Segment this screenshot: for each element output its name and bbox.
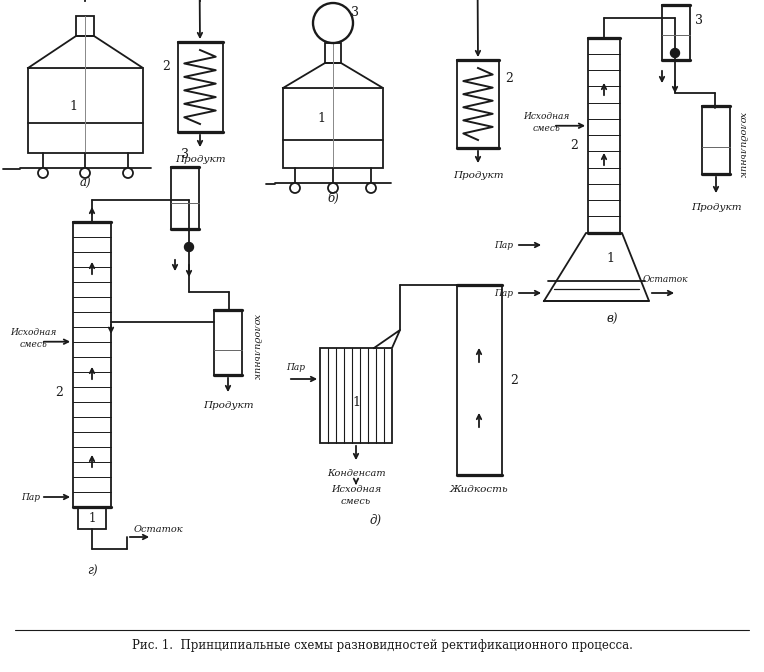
Text: 3: 3 [181,149,189,161]
Circle shape [328,183,338,193]
Circle shape [80,168,90,178]
Text: Пар: Пар [494,241,513,249]
Text: г): г) [86,564,97,577]
Bar [283,88,383,168]
Text: Пар: Пар [21,493,40,501]
Bar [702,106,730,174]
Text: Продукт: Продукт [175,155,225,165]
Text: Остаток: Остаток [643,276,688,284]
Text: Конденсат: Конденсат [327,468,385,478]
Text: 2: 2 [505,71,513,85]
Bar [214,310,242,375]
Text: 2: 2 [55,386,63,399]
Text: Рис. 1.  Принципиальные схемы разновидностей ректификационного процесса.: Рис. 1. Принципиальные схемы разновиднос… [131,638,633,651]
Text: 2: 2 [162,60,170,73]
Text: Пар: Пар [494,288,513,298]
Text: 1: 1 [317,112,325,124]
Bar [73,222,111,507]
Text: 3: 3 [695,13,703,26]
Text: Пар: Пар [286,364,306,372]
Circle shape [366,183,376,193]
Text: 3: 3 [351,7,359,19]
Text: в): в) [607,312,618,325]
Circle shape [290,183,300,193]
Bar [171,167,199,229]
Text: 1: 1 [69,99,77,112]
Bar [588,38,620,233]
Text: Исходная: Исходная [331,485,381,495]
Text: д): д) [370,513,382,526]
Polygon shape [28,36,143,68]
Bar [457,60,499,148]
Bar [28,68,143,153]
Circle shape [671,48,679,58]
Bar [320,348,392,443]
Polygon shape [374,330,400,348]
Text: Жидкость: Жидкость [450,485,508,495]
Text: Продукт: Продукт [691,202,741,212]
Text: Продукт: Продукт [202,401,254,409]
Text: смесь: смесь [19,340,47,349]
Text: Остаток: Остаток [134,526,183,534]
Circle shape [38,168,48,178]
Text: смесь: смесь [341,497,371,507]
Circle shape [123,168,133,178]
Text: а): а) [79,177,91,190]
Text: холодильник: холодильник [251,314,261,380]
Text: холодильник: холодильник [737,112,746,178]
Text: 1: 1 [606,253,614,265]
Text: 2: 2 [510,374,518,386]
Bar [78,507,106,529]
Text: 2: 2 [570,138,578,152]
Text: 1: 1 [352,396,360,409]
Polygon shape [544,233,649,301]
Text: смесь: смесь [532,124,560,133]
Polygon shape [283,63,383,88]
Text: б): б) [327,192,339,204]
Bar [457,285,502,475]
Bar [178,42,223,132]
Bar [76,16,94,36]
Text: Продукт: Продукт [453,171,503,181]
Circle shape [313,3,353,43]
Text: Исходная: Исходная [523,112,569,121]
Text: 1: 1 [89,511,96,525]
Circle shape [184,243,193,251]
Bar [325,43,341,63]
Text: Исходная: Исходная [10,328,57,337]
Bar [662,5,690,60]
